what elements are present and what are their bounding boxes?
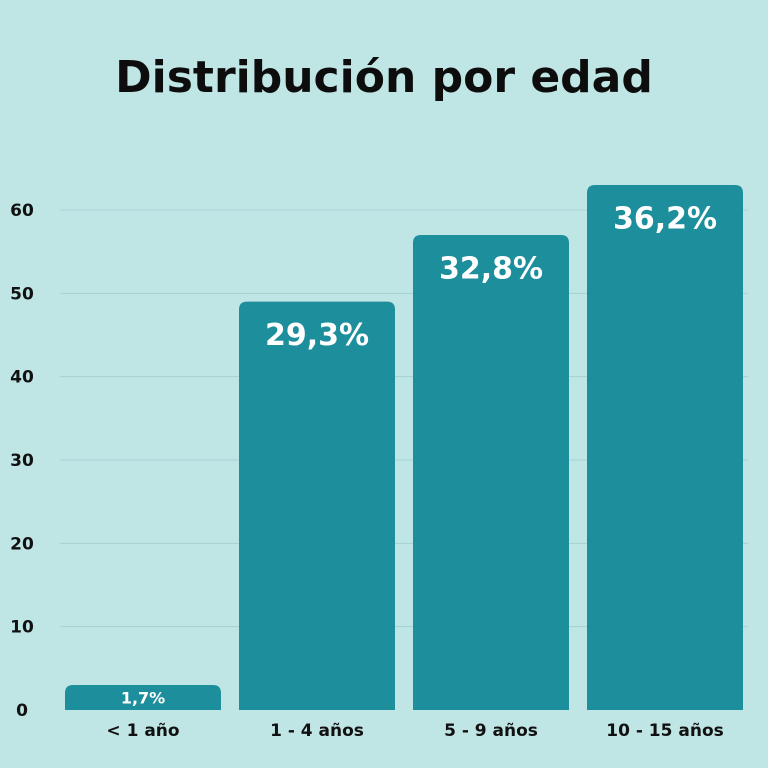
y-tick-label: 20	[10, 534, 34, 554]
category-label: 1 - 4 años	[270, 721, 364, 741]
y-tick-label: 0	[16, 701, 28, 721]
category-label: 5 - 9 años	[444, 721, 538, 741]
x-axis-categories: < 1 año 1 - 4 años 5 - 9 años 10 - 15 años	[106, 721, 723, 741]
data-label: 29,3%	[265, 318, 369, 353]
bars	[65, 185, 743, 711]
y-tick-label: 30	[10, 451, 34, 471]
bar	[413, 235, 569, 711]
category-label: < 1 año	[106, 721, 179, 741]
bar	[65, 685, 221, 710]
bar	[587, 185, 743, 710]
chart-title: Distribución por edad	[115, 52, 653, 103]
data-labels: 1,7% 29,3% 32,8% 36,2%	[121, 202, 717, 708]
y-axis-ticks: 0 10 20 30 40 50 60	[10, 201, 34, 721]
data-label: 1,7%	[121, 689, 165, 708]
category-label: 10 - 15 años	[606, 721, 724, 741]
data-label: 36,2%	[613, 202, 717, 237]
y-tick-label: 50	[10, 284, 34, 304]
y-tick-label: 60	[10, 201, 34, 221]
y-tick-label: 40	[10, 368, 34, 388]
y-tick-label: 10	[10, 618, 34, 638]
bar	[239, 301, 395, 710]
data-label: 32,8%	[439, 252, 543, 287]
